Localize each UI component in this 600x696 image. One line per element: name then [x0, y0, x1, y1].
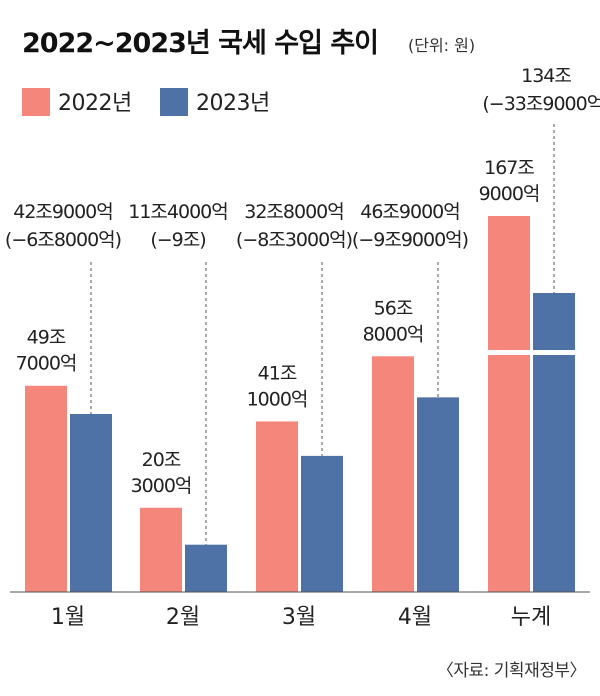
- bar-2023-0: [70, 413, 112, 592]
- bar-2022-4: [488, 216, 530, 592]
- category-labels: 1월 2월 3월 4월 누계: [51, 605, 551, 630]
- label-2023-line2-0: (−6조8000억): [5, 229, 121, 251]
- bar-2023-4: [533, 293, 575, 592]
- bar-2022-2: [256, 421, 298, 592]
- label-2022-line1-1: 20조: [142, 449, 181, 471]
- chart-title: 2022~2023년 국세 수입 추이: [22, 28, 378, 59]
- label-2023-line1-2: 32조8000억: [244, 201, 344, 223]
- bar-2023-3: [417, 397, 459, 592]
- label-2022-line2-0: 7000억: [16, 353, 77, 375]
- label-2023-line2-1: (−9조): [150, 229, 205, 251]
- unit-label: (단위: 원): [408, 36, 475, 55]
- label-2023-line2-4: (−33조9000억): [482, 93, 600, 115]
- legend-label-2022: 2022년: [58, 91, 132, 116]
- label-2022-line2-2: 1000억: [247, 388, 308, 410]
- label-2023-line1-1: 11조4000억: [128, 201, 228, 223]
- label-2023-line1-0: 42조9000억: [13, 201, 113, 223]
- bars-group: [25, 216, 578, 592]
- label-2023-line1-4: 134조: [521, 65, 571, 87]
- category-label-2: 3월: [282, 605, 316, 630]
- label-2023-line1-3: 46조9000억: [360, 201, 460, 223]
- label-2022-line1-0: 49조: [27, 327, 66, 349]
- bar-2022-1: [140, 507, 182, 592]
- legend-label-2023: 2023년: [196, 91, 270, 116]
- axis-break-gap: [486, 350, 578, 355]
- label-2022-line1-4: 167조: [484, 157, 534, 179]
- bar-2023-1: [185, 544, 227, 592]
- bar-2023-2: [301, 455, 343, 592]
- bar-2022-0: [25, 385, 67, 592]
- labels-group: 49조 7000억 42조9000억 (−6조8000억) 20조 3000억 11조400…: [5, 65, 600, 545]
- category-label-0: 1월: [51, 605, 85, 630]
- label-2022-line2-3: 8000억: [363, 323, 424, 345]
- category-label-4: 누계: [511, 605, 551, 630]
- source-note: 〈자료: 기획재정부〉: [437, 661, 586, 681]
- label-2023-line2-3: (−9조9000억): [352, 229, 468, 251]
- label-2023-line2-2: (−8조3000억): [236, 229, 352, 251]
- category-label-3: 4월: [398, 605, 432, 630]
- bar-2022-3: [372, 356, 414, 592]
- label-2022-line1-3: 56조: [374, 297, 413, 319]
- legend-swatch-2023: [160, 88, 188, 116]
- label-2022-line1-2: 41조: [258, 362, 297, 384]
- label-2022-line2-1: 3000억: [131, 475, 192, 497]
- legend-swatch-2022: [22, 88, 50, 116]
- category-label-1: 2월: [166, 605, 200, 630]
- label-2022-line2-4: 9000억: [479, 183, 540, 205]
